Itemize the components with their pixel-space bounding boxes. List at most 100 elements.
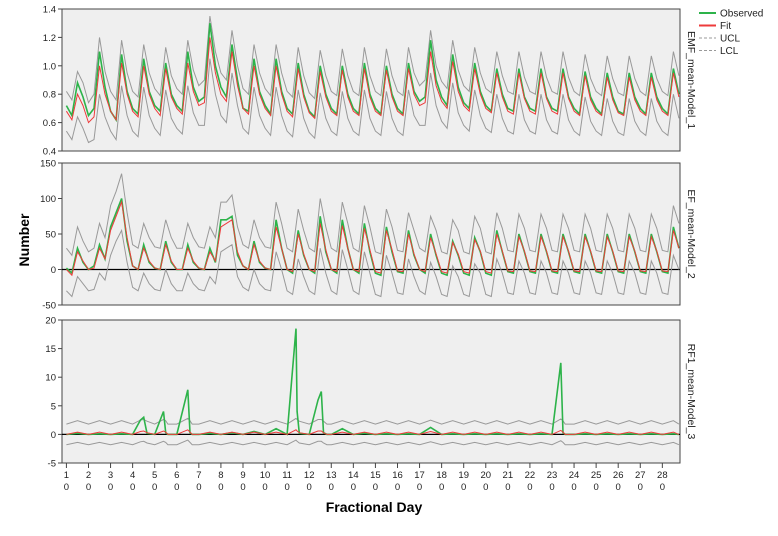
panel-1: 0.4 0.6 0.8 1.0 1.2 1.4 EMF_mean-Model_1 — [43, 5, 697, 158]
y-tick-label: 50 — [45, 230, 56, 241]
x-tick-sublabel: 0 — [638, 482, 643, 493]
x-tick-sublabel: 0 — [329, 482, 334, 493]
x-axis: 1020304050607080901001101201301401501601… — [64, 463, 668, 493]
x-tick-label: 11 — [282, 470, 292, 481]
x-tick-label: 20 — [480, 470, 491, 481]
y-tick-label: 100 — [40, 194, 56, 205]
x-tick-sublabel: 0 — [174, 482, 179, 493]
legend-label: LCL — [720, 46, 739, 57]
x-tick-sublabel: 0 — [196, 482, 201, 493]
x-tick-sublabel: 0 — [284, 482, 289, 493]
x-tick-label: 4 — [130, 470, 135, 481]
y-tick-label: 1.4 — [43, 5, 56, 16]
x-tick-sublabel: 0 — [262, 482, 267, 493]
y-tick-label: 0 — [51, 430, 56, 441]
x-tick-label: 5 — [152, 470, 157, 481]
series-lcl — [66, 228, 680, 298]
x-tick-label: 6 — [174, 470, 179, 481]
y-tick-label: -50 — [42, 301, 56, 312]
x-tick-label: 24 — [569, 470, 580, 481]
x-tick-sublabel: 0 — [417, 482, 422, 493]
x-tick-sublabel: 0 — [616, 482, 621, 493]
legend-label: Observed — [720, 9, 763, 20]
y-tick-label: 1.0 — [43, 61, 56, 72]
series-lcl — [66, 439, 680, 446]
x-tick-sublabel: 0 — [660, 482, 665, 493]
x-tick-label: 14 — [348, 470, 359, 481]
y-tick-label: 0 — [51, 265, 56, 276]
x-tick-label: 2 — [86, 470, 91, 481]
series-ucl — [65, 16, 680, 104]
y-tick-label: 5 — [51, 401, 56, 412]
x-tick-label: 1 — [64, 470, 69, 481]
legend-label: Fit — [720, 21, 731, 32]
panel-background — [61, 319, 681, 464]
x-tick-sublabel: 0 — [461, 482, 466, 493]
x-tick-label: 18 — [436, 470, 447, 481]
panel-name: RF1_mean-Model_3 — [685, 344, 697, 440]
y-tick-label: 0.4 — [43, 147, 56, 158]
x-tick-sublabel: 0 — [108, 482, 113, 493]
series-fit — [66, 429, 680, 435]
x-tick-sublabel: 0 — [593, 482, 598, 493]
x-tick-label: 26 — [613, 470, 624, 481]
panel-name: EF_mean-Model_2 — [685, 189, 697, 278]
x-tick-sublabel: 0 — [351, 482, 356, 493]
series-lcl — [65, 58, 680, 144]
x-tick-sublabel: 0 — [86, 482, 91, 493]
y-tick-label: 0.8 — [43, 90, 56, 101]
x-tick-label: 8 — [218, 470, 223, 481]
x-tick-label: 17 — [414, 470, 425, 481]
series-ucl — [66, 173, 680, 257]
x-tick-label: 3 — [108, 470, 113, 481]
x-tick-label: 13 — [326, 470, 337, 481]
panels: 0.40.60.81.01.21.4EMF_mean-Model_1-50050… — [40, 5, 697, 470]
x-tick-sublabel: 0 — [483, 482, 488, 493]
x-tick-sublabel: 0 — [240, 482, 245, 493]
x-tick-label: 23 — [547, 470, 558, 481]
x-tick-label: 15 — [370, 470, 381, 481]
x-tick-sublabel: 0 — [439, 482, 444, 493]
y-tick-label: 15 — [45, 344, 56, 355]
x-tick-sublabel: 0 — [395, 482, 400, 493]
x-tick-label: 19 — [458, 470, 469, 481]
y-axis-label: Number — [16, 213, 32, 266]
x-tick-label: 22 — [525, 470, 536, 481]
x-tick-label: 10 — [260, 470, 271, 481]
x-tick-sublabel: 0 — [505, 482, 510, 493]
y-tick-label: 20 — [45, 316, 56, 327]
y-tick-label: 150 — [40, 159, 56, 170]
x-tick-label: 28 — [657, 470, 668, 481]
x-tick-sublabel: 0 — [307, 482, 312, 493]
x-tick-sublabel: 0 — [218, 482, 223, 493]
panel-2: -50 0 50 100 150 EF_mean-Model_2 — [40, 159, 697, 312]
series-fit — [65, 37, 680, 124]
x-tick-sublabel: 0 — [571, 482, 576, 493]
panel-name: EMF_mean-Model_1 — [685, 31, 697, 129]
y-tick-label: 10 — [45, 373, 56, 384]
y-tick-label: 1.2 — [43, 33, 56, 44]
x-tick-sublabel: 0 — [152, 482, 157, 493]
x-tick-label: 25 — [591, 470, 602, 481]
x-tick-label: 9 — [240, 470, 245, 481]
panel-3: -5 0 5 10 15 20 RF1_mean-Model_3 — [45, 316, 697, 470]
x-tick-label: 21 — [503, 470, 514, 481]
x-tick-sublabel: 0 — [549, 482, 554, 493]
x-tick-sublabel: 0 — [527, 482, 532, 493]
x-tick-sublabel: 0 — [373, 482, 378, 493]
y-tick-label: 0.6 — [43, 118, 56, 129]
x-tick-label: 16 — [392, 470, 403, 481]
x-tick-sublabel: 0 — [64, 482, 69, 493]
series-fit — [66, 200, 680, 277]
y-tick-label: -5 — [48, 459, 56, 470]
x-tick-label: 7 — [196, 470, 201, 481]
x-tick-sublabel: 0 — [130, 482, 135, 493]
x-tick-label: 12 — [304, 470, 315, 481]
x-tick-label: 27 — [635, 470, 646, 481]
legend-label: UCL — [720, 34, 740, 45]
series-observed — [65, 23, 680, 123]
x-axis-label: Fractional Day — [326, 499, 423, 515]
